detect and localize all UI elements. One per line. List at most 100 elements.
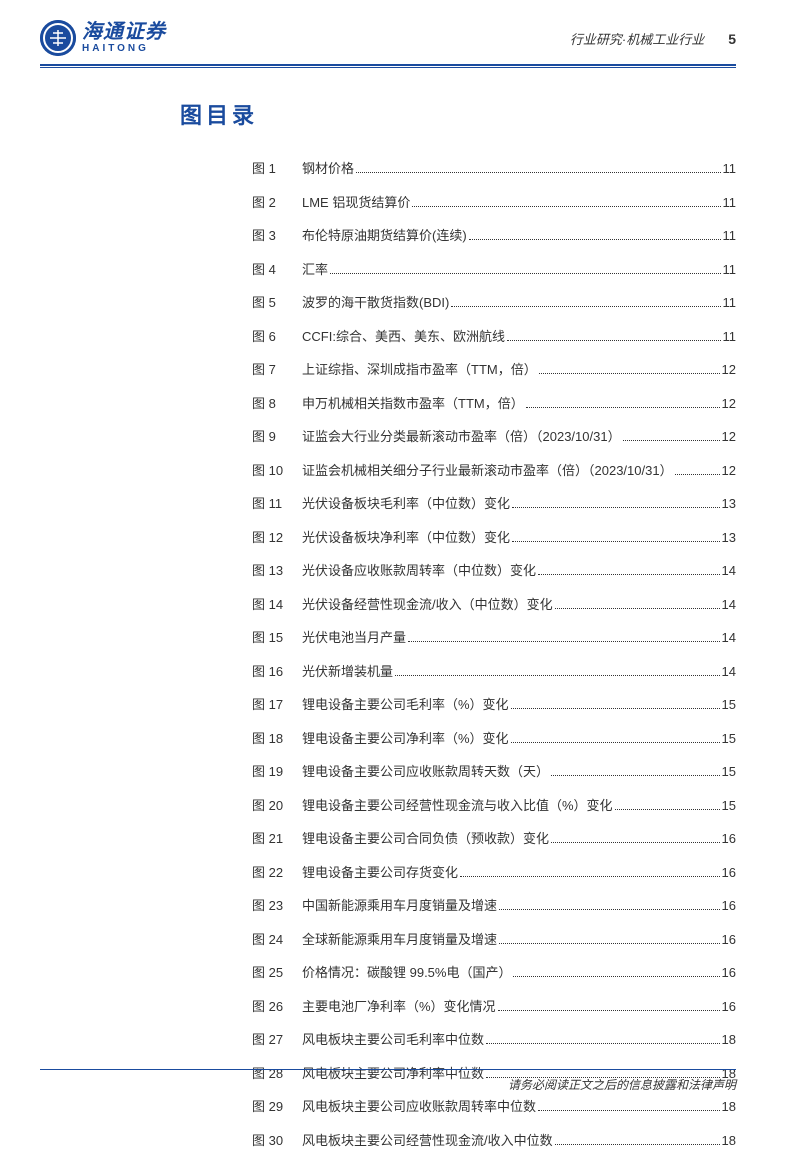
toc-label: 图 13 [252, 560, 302, 579]
toc-label: 图 21 [252, 828, 302, 847]
toc-dots [538, 574, 720, 575]
toc-dots [395, 675, 720, 676]
toc-row: 图 19锂电设备主要公司应收账款周转天数（天） 15 [252, 761, 736, 780]
toc-dots [555, 608, 720, 609]
toc-dots [511, 742, 720, 743]
toc-page: 18 [722, 1133, 736, 1148]
toc-page: 16 [722, 932, 736, 947]
toc-title: 价格情况：碳酸锂 99.5%电（国产） [302, 962, 511, 981]
toc-dots [451, 306, 720, 307]
toc-row: 图 25价格情况：碳酸锂 99.5%电（国产）16 [252, 962, 736, 981]
toc-row: 图 27风电板块主要公司毛利率中位数18 [252, 1029, 736, 1048]
toc-title: 光伏设备经营性现金流/收入（中位数）变化 [302, 594, 553, 613]
toc-title: 光伏电池当月产量 [302, 627, 406, 646]
toc-dots [499, 943, 720, 944]
toc-label: 图 23 [252, 895, 302, 914]
toc-title: 风电板块主要公司应收账款周转率中位数 [302, 1096, 536, 1115]
toc-page: 14 [722, 563, 736, 578]
toc-title: 锂电设备主要公司存货变化 [302, 862, 458, 881]
toc-page: 16 [722, 831, 736, 846]
toc-row: 图 22锂电设备主要公司存货变化 16 [252, 862, 736, 881]
toc-page: 12 [722, 362, 736, 377]
toc-dots [330, 273, 720, 274]
toc-row: 图 10证监会机械相关细分子行业最新滚动市盈率（倍）（2023/10/31）12 [252, 460, 736, 479]
toc-row: 图 13光伏设备应收账款周转率（中位数）变化 14 [252, 560, 736, 579]
toc-label: 图 7 [252, 359, 302, 378]
toc-row: 图 24全球新能源乘用车月度销量及增速16 [252, 929, 736, 948]
toc-dots [469, 239, 721, 240]
header-right: 行业研究·机械工业行业 5 [570, 29, 736, 48]
logo-text: 海通证券 HAITONG [82, 22, 166, 54]
toc-page: 14 [722, 630, 736, 645]
toc-page: 16 [722, 898, 736, 913]
toc-page: 16 [722, 865, 736, 880]
toc-title: 光伏设备板块净利率（中位数）变化 [302, 527, 510, 546]
header-rule [40, 64, 736, 66]
toc-title: 风电板块主要公司经营性现金流/收入中位数 [302, 1130, 553, 1149]
toc-title: 布伦特原油期货结算价(连续) [302, 225, 467, 244]
toc-dots [511, 708, 720, 709]
toc-label: 图 27 [252, 1029, 302, 1048]
toc-page: 11 [723, 161, 737, 176]
toc-row: 图 6CCFI:综合、美西、美东、欧洲航线11 [252, 326, 736, 345]
toc-row: 图 8申万机械相关指数市盈率（TTM，倍）12 [252, 393, 736, 412]
toc-title: 锂电设备主要公司应收账款周转天数（天） [302, 761, 549, 780]
toc-dots [539, 373, 720, 374]
toc-title: 光伏新增装机量 [302, 661, 393, 680]
toc-row: 图 3布伦特原油期货结算价(连续)11 [252, 225, 736, 244]
toc-label: 图 10 [252, 460, 302, 479]
toc-title: 证监会大行业分类最新滚动市盈率（倍）（2023/10/31） [302, 426, 621, 445]
header-category: 行业研究·机械工业行业 [570, 29, 704, 48]
toc-dots [486, 1043, 720, 1044]
toc-label: 图 14 [252, 594, 302, 613]
toc-dots [507, 340, 721, 341]
footer-disclaimer: 请务必阅读正文之后的信息披露和法律声明 [0, 1076, 794, 1093]
content-area: 图目录 图 1钢材价格11图 2LME 铝现货结算价11图 3布伦特原油期货结算… [0, 68, 794, 1149]
toc-label: 图 30 [252, 1130, 302, 1149]
toc-page: 14 [722, 597, 736, 612]
toc-label: 图 19 [252, 761, 302, 780]
toc-page: 13 [722, 530, 736, 545]
toc-row: 图 14光伏设备经营性现金流/收入（中位数）变化 14 [252, 594, 736, 613]
toc-dots [551, 842, 720, 843]
toc-label: 图 22 [252, 862, 302, 881]
toc-title: LME 铝现货结算价 [302, 192, 410, 211]
logo-block: 海通证券 HAITONG [40, 20, 166, 56]
toc-page: 18 [722, 1099, 736, 1114]
toc-page: 15 [722, 697, 736, 712]
toc-dots [412, 206, 720, 207]
toc-dots [675, 474, 720, 475]
toc-row: 图 30风电板块主要公司经营性现金流/收入中位数 18 [252, 1130, 736, 1149]
page-number: 5 [728, 31, 736, 47]
toc-row: 图 20锂电设备主要公司经营性现金流与收入比值（%）变化15 [252, 795, 736, 814]
toc-page: 13 [722, 496, 736, 511]
toc-title: 锂电设备主要公司毛利率（%）变化 [302, 694, 509, 713]
toc-label: 图 6 [252, 326, 302, 345]
toc-label: 图 12 [252, 527, 302, 546]
toc-row: 图 26主要电池厂净利率（%）变化情况16 [252, 996, 736, 1015]
toc-title: 证监会机械相关细分子行业最新滚动市盈率（倍）（2023/10/31） [302, 460, 673, 479]
toc-list: 图 1钢材价格11图 2LME 铝现货结算价11图 3布伦特原油期货结算价(连续… [180, 158, 736, 1149]
toc-row: 图 5波罗的海干散货指数(BDI)11 [252, 292, 736, 311]
toc-dots [498, 1010, 720, 1011]
toc-dots [555, 1144, 720, 1145]
toc-row: 图 17锂电设备主要公司毛利率（%）变化15 [252, 694, 736, 713]
toc-dots [538, 1110, 720, 1111]
toc-title: 全球新能源乘用车月度销量及增速 [302, 929, 497, 948]
section-title: 图目录 [180, 98, 736, 130]
toc-page: 11 [723, 228, 737, 243]
toc-label: 图 4 [252, 259, 302, 278]
toc-page: 11 [723, 195, 737, 210]
toc-dots [408, 641, 720, 642]
toc-row: 图 1钢材价格11 [252, 158, 736, 177]
toc-page: 15 [722, 764, 736, 779]
toc-dots [356, 172, 720, 173]
toc-label: 图 9 [252, 426, 302, 445]
toc-title: 申万机械相关指数市盈率（TTM，倍） [302, 393, 524, 412]
toc-title: 汇率 [302, 259, 328, 278]
toc-label: 图 2 [252, 192, 302, 211]
toc-title: 光伏设备应收账款周转率（中位数）变化 [302, 560, 536, 579]
toc-title: 钢材价格 [302, 158, 354, 177]
toc-title: 中国新能源乘用车月度销量及增速 [302, 895, 497, 914]
toc-dots [615, 809, 720, 810]
